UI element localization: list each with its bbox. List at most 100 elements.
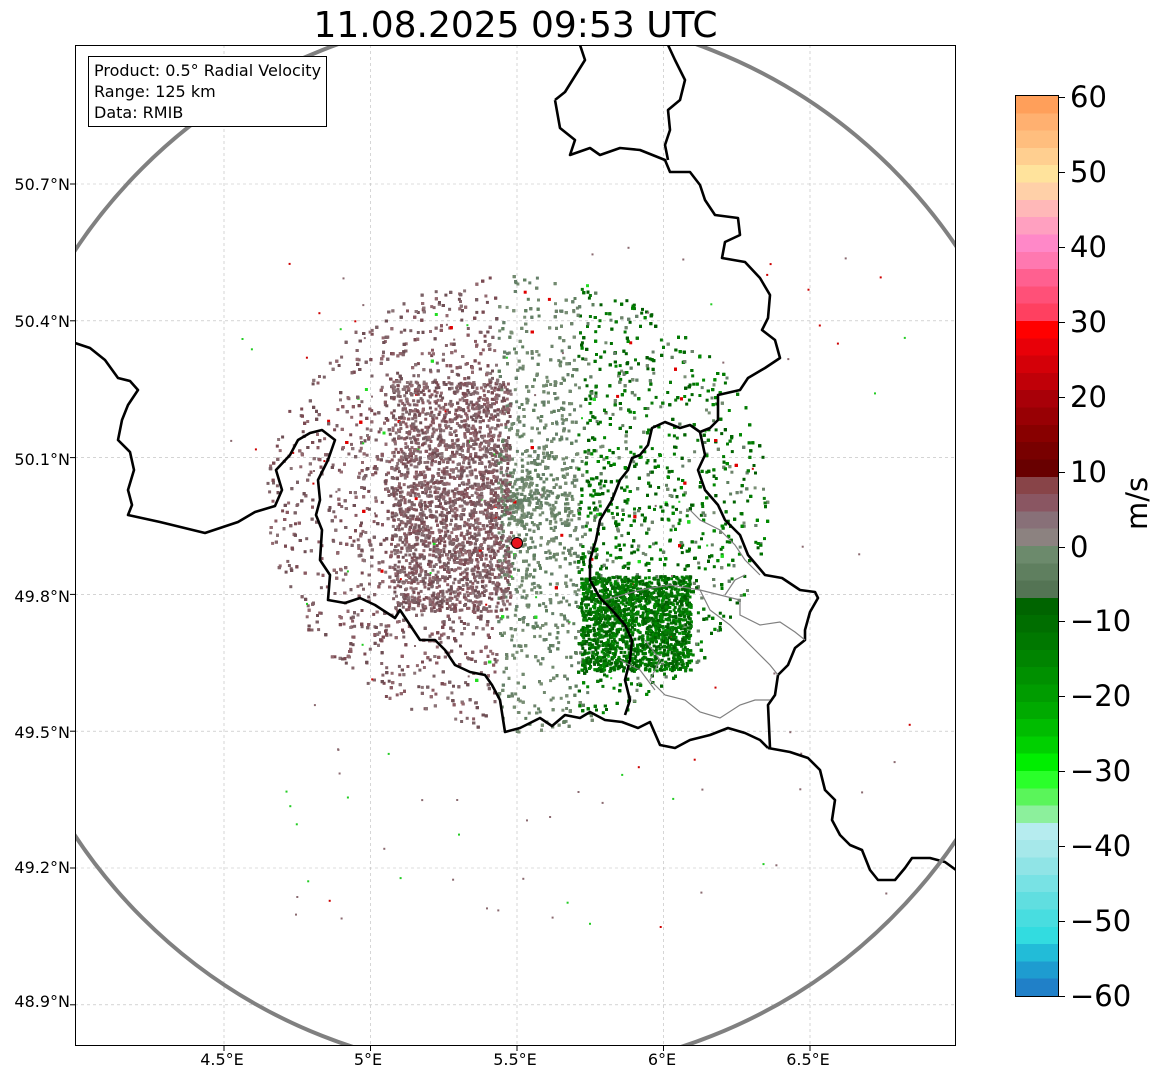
echo-pixel (594, 449, 598, 453)
echo-pixel (448, 307, 452, 311)
echo-pixel (347, 452, 351, 456)
echo-pixel (481, 348, 485, 352)
echo-pixel (699, 640, 703, 644)
echo-pixel (620, 534, 624, 538)
echo-pixel (312, 379, 316, 382)
echo-pixel (554, 520, 558, 524)
echo-pixel (544, 638, 548, 641)
echo-pixel (616, 394, 620, 398)
echo-pixel (710, 543, 714, 547)
echo-pixel (515, 478, 519, 482)
echo-pixel (303, 550, 307, 554)
echo-pixel (657, 486, 661, 489)
echo-pixel (638, 507, 642, 510)
echo-pixel (384, 550, 388, 554)
echo-pixel (550, 410, 554, 414)
echo-pixel (683, 395, 687, 398)
echo-pixel (444, 293, 448, 297)
echo-pixel (699, 513, 703, 517)
echo-pixel (487, 432, 491, 436)
echo-pixel (414, 477, 418, 481)
echo-pixel (511, 506, 515, 510)
echo-pixel (625, 485, 629, 489)
echo-pixel (650, 447, 654, 451)
echo-pixel (681, 543, 685, 547)
echo-pixel (580, 660, 584, 664)
echo-pixel (712, 419, 716, 423)
echo-pixel (537, 707, 541, 711)
echo-pixel (698, 394, 702, 397)
echo-pixel (671, 524, 675, 528)
echo-pixel (488, 522, 492, 525)
echo-pixel (666, 391, 670, 394)
echo-pixel (442, 623, 446, 626)
echo-pixel (536, 416, 540, 420)
echo-pixel (380, 385, 384, 389)
echo-pixel (538, 513, 542, 517)
echo-pixel (500, 490, 504, 494)
echo-pixel (354, 513, 358, 517)
echo-pixel (551, 696, 555, 700)
echo-pixel (404, 422, 408, 426)
echo-pixel (396, 371, 400, 375)
echo-pixel (625, 299, 629, 303)
echo-pixel (513, 388, 517, 392)
echo-pixel (513, 492, 517, 496)
echo-pixel (612, 686, 616, 690)
echo-pixel (460, 504, 464, 508)
echo-pixel (289, 567, 293, 571)
echo-pixel (762, 487, 765, 491)
echo-pixel (583, 378, 587, 382)
echo-pixel (513, 482, 517, 486)
echo-pixel (754, 471, 757, 475)
echo-pixel (367, 489, 371, 493)
echo-pixel (524, 573, 528, 577)
echo-pixel (580, 581, 584, 585)
echo-pixel (657, 598, 661, 602)
echo-pixel (574, 383, 578, 387)
echo-pixel (628, 379, 632, 383)
echo-pixel (538, 634, 542, 638)
echo-pixel (542, 480, 546, 484)
echo-pixel (421, 389, 425, 393)
echo-pixel (446, 529, 450, 533)
echo-pixel (513, 613, 517, 617)
echo-pixel (278, 449, 282, 453)
echo-pixel (516, 282, 520, 286)
echo-pixel (404, 342, 408, 346)
echo-pixel (385, 666, 389, 670)
echo-pixel (287, 501, 291, 505)
echo-pixel (509, 550, 513, 554)
echo-pixel (707, 411, 711, 415)
echo-pixel (688, 383, 692, 387)
echo-pixel (605, 394, 609, 398)
echo-pixel (545, 556, 549, 560)
echo-pixel (317, 540, 321, 544)
echo-pixel (581, 535, 584, 539)
echo-pixel (526, 477, 530, 481)
echo-pixel (697, 566, 701, 570)
echo-pixel (349, 626, 353, 629)
echo-pixel (413, 554, 417, 558)
echo-pixel (652, 371, 656, 375)
echo-pixel (372, 612, 376, 616)
echo-pixel (512, 468, 516, 472)
echo-pixel (486, 564, 490, 567)
echo-pixel (549, 601, 553, 605)
echo-pixel (497, 336, 501, 340)
echo-pixel (301, 430, 305, 434)
echo-pixel (712, 483, 716, 487)
echo-pixel (633, 393, 637, 397)
echo-pixel (700, 537, 703, 541)
echo-pixel (624, 352, 628, 356)
echo-pixel (493, 657, 497, 661)
echo-pixel (430, 354, 434, 358)
echo-pixel (444, 344, 448, 347)
echo-pixel (697, 561, 701, 565)
echo-pixel (524, 484, 527, 488)
echo-pixel (533, 586, 537, 590)
echo-pixel (474, 339, 477, 343)
echo-pixel (677, 477, 680, 481)
echo-pixel (587, 651, 591, 655)
